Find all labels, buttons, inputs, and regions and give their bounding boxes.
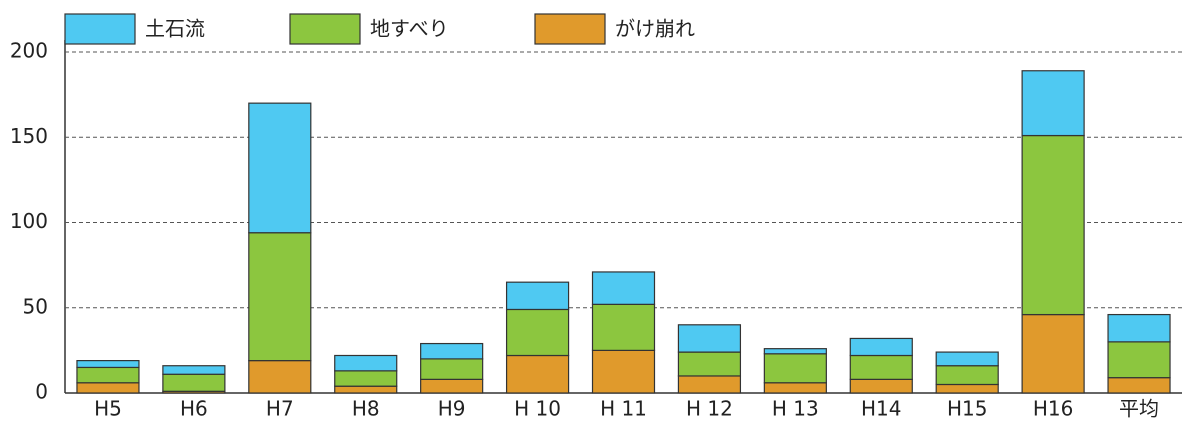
y-tick-label: 200 <box>10 39 48 63</box>
bar-segment <box>591 271 656 305</box>
y-tick-label: 50 <box>23 294 48 318</box>
bar-segment <box>76 360 140 369</box>
bar-segment <box>677 351 742 377</box>
legend-swatch <box>289 13 361 45</box>
y-tick-label: 150 <box>10 124 48 148</box>
bar-segment <box>763 382 827 394</box>
bar-segment <box>935 351 999 367</box>
x-tick-label: H 12 <box>686 397 733 421</box>
bar-segment <box>677 324 742 353</box>
bar-segment <box>1107 341 1171 379</box>
bar-segment <box>935 383 999 394</box>
bar-segment <box>1107 377 1171 394</box>
bar-segment <box>248 360 312 394</box>
bar-segment <box>76 366 140 384</box>
legend-swatch <box>534 13 606 45</box>
bar-segment <box>505 281 570 311</box>
bar-segment <box>1021 134 1085 316</box>
y-tick-label: 0 <box>35 380 48 404</box>
bar-segment <box>248 232 312 362</box>
x-tick-label: H6 <box>180 397 208 421</box>
bar-segment <box>1107 313 1171 343</box>
bar-segment <box>162 373 226 392</box>
x-tick-label: H5 <box>94 397 122 421</box>
x-tick-label: H8 <box>352 397 380 421</box>
x-tick-label: H15 <box>947 397 988 421</box>
bar-segment <box>505 354 570 394</box>
bar-segment <box>763 348 827 355</box>
bar-segment <box>763 353 827 384</box>
legend-swatch <box>64 13 136 45</box>
bar-segment <box>334 385 398 394</box>
bar-segment <box>248 102 312 234</box>
bar-segment <box>420 378 484 394</box>
x-tick-label: H9 <box>438 397 466 421</box>
x-tick-label: H 10 <box>514 397 561 421</box>
legend-label: 地すべり <box>370 17 449 41</box>
bar-segment <box>849 337 913 357</box>
bar-segment <box>420 358 484 380</box>
x-tick-label: H7 <box>266 397 294 421</box>
bar-segment <box>420 342 484 360</box>
bar-segment <box>591 303 656 351</box>
bar-segment <box>591 349 656 394</box>
bar-segment <box>334 370 398 387</box>
bar-segment <box>935 365 999 386</box>
x-tick-label: H 13 <box>772 397 819 421</box>
bar-segment <box>1021 70 1085 137</box>
bar-segment <box>849 378 913 394</box>
x-tick-label: 平均 <box>1119 397 1159 421</box>
bar-segment <box>849 354 913 380</box>
bar-segment <box>162 365 226 375</box>
x-tick-label: H16 <box>1033 397 1074 421</box>
bar-segment <box>76 382 140 394</box>
bar-segment <box>677 375 742 394</box>
x-tick-label: H14 <box>861 397 902 421</box>
x-tick-label: H 11 <box>600 397 647 421</box>
y-tick-label: 100 <box>10 209 48 233</box>
bar-segment <box>334 354 398 372</box>
bar-segment <box>505 308 570 357</box>
legend-label: がけ崩れ <box>615 17 695 41</box>
legend-label: 土石流 <box>145 17 205 41</box>
bar-segment <box>1021 313 1085 394</box>
